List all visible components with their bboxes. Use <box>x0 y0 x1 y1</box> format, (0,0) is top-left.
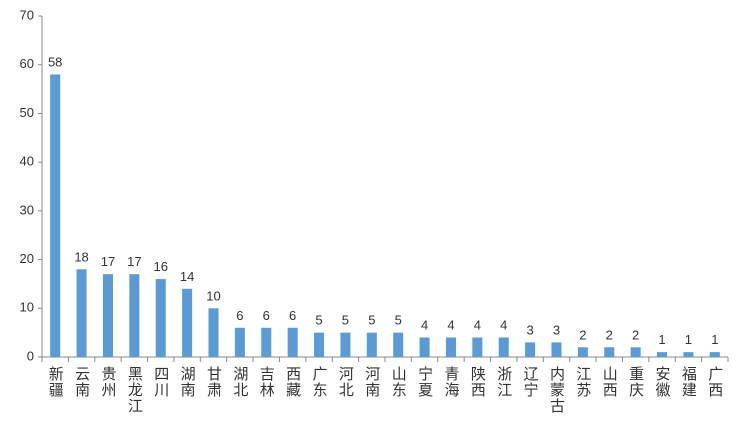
bar <box>472 337 483 357</box>
x-tick-label: 云南 <box>73 366 90 398</box>
bar <box>366 332 377 357</box>
x-tick-label: 内蒙古 <box>548 366 565 414</box>
y-tick-label: 70 <box>20 7 34 22</box>
y-tick-label: 50 <box>20 105 34 120</box>
y-tick-label: 0 <box>27 348 34 363</box>
x-tick-label: 江苏 <box>574 366 591 398</box>
y-tick-label: 10 <box>20 300 34 315</box>
bar <box>340 332 351 357</box>
x-tick-label: 河北 <box>337 366 354 398</box>
x-tick-label: 青海 <box>442 366 459 398</box>
bar <box>683 352 694 357</box>
bar <box>129 274 140 357</box>
value-label: 6 <box>236 308 243 323</box>
y-tick-label: 30 <box>20 202 34 217</box>
bar <box>182 288 193 357</box>
x-tick-label: 新疆 <box>47 366 64 398</box>
x-tick-label: 湖北 <box>231 366 248 398</box>
bar <box>445 337 456 357</box>
value-label: 1 <box>711 332 718 347</box>
x-tick-label: 广西 <box>706 366 723 398</box>
value-label: 5 <box>315 313 322 328</box>
bar <box>525 342 536 357</box>
bar <box>287 327 298 357</box>
value-label: 14 <box>180 269 194 284</box>
value-label: 17 <box>127 254 141 269</box>
bar <box>419 337 430 357</box>
x-tick-label: 黑龙江 <box>126 366 143 414</box>
x-tick-label: 甘肃 <box>205 366 222 398</box>
y-tick-label: 40 <box>20 154 34 169</box>
value-label: 4 <box>500 318 507 333</box>
value-label: 3 <box>526 322 533 337</box>
x-tick-label: 辽宁 <box>522 366 539 398</box>
value-label: 4 <box>474 318 481 333</box>
bar <box>102 274 113 357</box>
bar <box>234 327 245 357</box>
bar <box>657 352 668 357</box>
value-label: 4 <box>447 318 454 333</box>
bar <box>393 332 404 357</box>
value-label: 5 <box>368 313 375 328</box>
value-label: 58 <box>48 54 62 69</box>
x-tick-label: 河南 <box>363 366 380 398</box>
x-tick-label: 浙江 <box>495 366 512 398</box>
value-label: 3 <box>553 322 560 337</box>
value-label: 5 <box>395 313 402 328</box>
x-tick-label: 四川 <box>152 366 169 398</box>
bar <box>577 347 588 357</box>
bar <box>604 347 615 357</box>
bar <box>498 337 509 357</box>
bar <box>314 332 325 357</box>
value-label: 2 <box>606 327 613 342</box>
bar <box>709 352 720 357</box>
x-tick-label: 重庆 <box>627 366 644 398</box>
value-label: 1 <box>658 332 665 347</box>
value-label: 10 <box>206 288 220 303</box>
value-label: 1 <box>685 332 692 347</box>
bar <box>50 74 61 357</box>
bar <box>155 279 166 357</box>
value-label: 18 <box>74 249 88 264</box>
bar <box>551 342 562 357</box>
value-label: 17 <box>101 254 115 269</box>
x-tick-label: 山西 <box>601 366 618 398</box>
value-label: 6 <box>289 308 296 323</box>
x-tick-label: 陕西 <box>469 366 486 398</box>
x-tick-label: 宁夏 <box>416 366 433 398</box>
x-tick-label: 山东 <box>390 366 407 398</box>
value-label: 5 <box>342 313 349 328</box>
value-label: 2 <box>579 327 586 342</box>
value-label: 6 <box>263 308 270 323</box>
bar <box>76 269 87 357</box>
value-label: 4 <box>421 318 428 333</box>
x-tick-label: 广东 <box>311 366 328 398</box>
bar <box>208 308 219 357</box>
x-tick-label: 吉林 <box>258 366 275 398</box>
x-tick-label: 湖南 <box>179 366 196 398</box>
value-label: 16 <box>153 259 167 274</box>
bar <box>261 327 272 357</box>
value-label: 2 <box>632 327 639 342</box>
bar <box>630 347 641 357</box>
x-tick-label: 安徽 <box>654 366 671 398</box>
y-tick-label: 20 <box>20 251 34 266</box>
y-tick-label: 60 <box>20 56 34 71</box>
x-tick-label: 福建 <box>680 366 697 398</box>
x-tick-label: 贵州 <box>99 366 116 398</box>
x-tick-label: 西藏 <box>284 366 301 398</box>
